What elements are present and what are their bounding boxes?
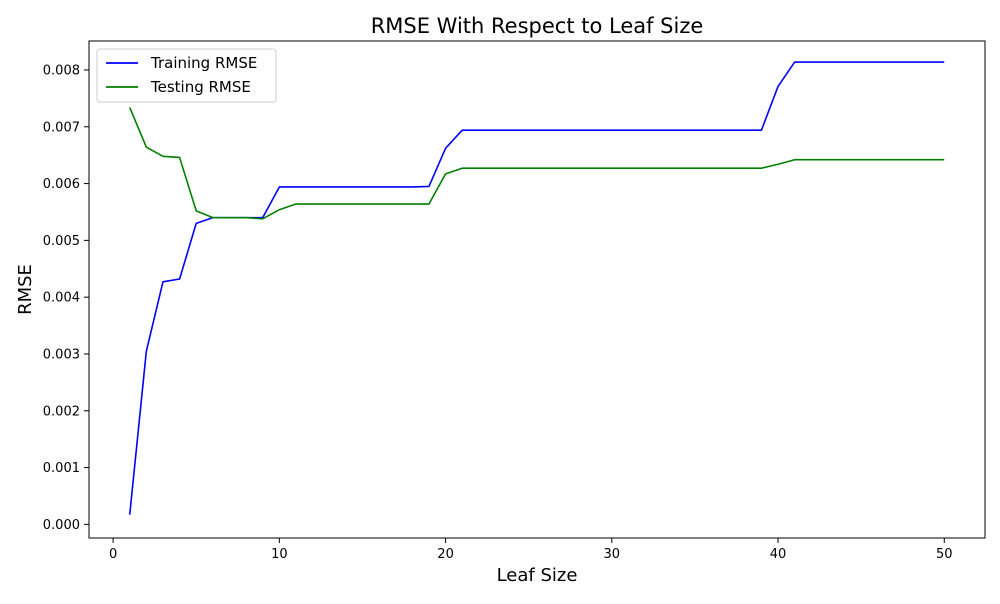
y-tick-label: 0.007 [43, 120, 80, 135]
x-tick-label: 10 [271, 547, 288, 562]
legend-box [96, 48, 277, 103]
y-tick-label: 0.001 [43, 461, 80, 476]
x-tick-label: 40 [770, 547, 787, 562]
legend-label-training: Training RMSE [150, 54, 257, 72]
series-line-training-rmse [128, 61, 945, 515]
y-tick-label: 0.004 [43, 291, 80, 306]
plot-area-frame [88, 40, 986, 539]
x-tick-label: 0 [109, 547, 117, 562]
y-axis: 0.000 0.001 0.002 0.003 0.004 0.005 0.006 0.007… [43, 63, 89, 533]
legend: Training RMSE Testing RMSE [96, 48, 277, 103]
x-tick-label: 50 [936, 547, 953, 562]
x-tick-label: 20 [437, 547, 454, 562]
x-tick-label: 30 [604, 547, 621, 562]
chart-title: RMSE With Respect to Leaf Size [371, 14, 704, 38]
y-tick-label: 0.005 [43, 234, 80, 249]
y-tick-label: 0.002 [43, 404, 80, 419]
y-tick-label: 0.000 [43, 518, 80, 533]
y-tick-label: 0.006 [43, 177, 80, 192]
y-axis-title: RMSE [15, 264, 36, 315]
x-axis: 0 10 20 30 40 50 [109, 538, 953, 562]
series-line-testing-rmse [128, 107, 945, 220]
y-tick-label: 0.003 [43, 347, 80, 362]
x-axis-title: Leaf Size [497, 565, 578, 586]
legend-label-testing: Testing RMSE [150, 78, 251, 96]
y-tick-label: 0.008 [43, 63, 80, 78]
series-layer [128, 61, 945, 515]
